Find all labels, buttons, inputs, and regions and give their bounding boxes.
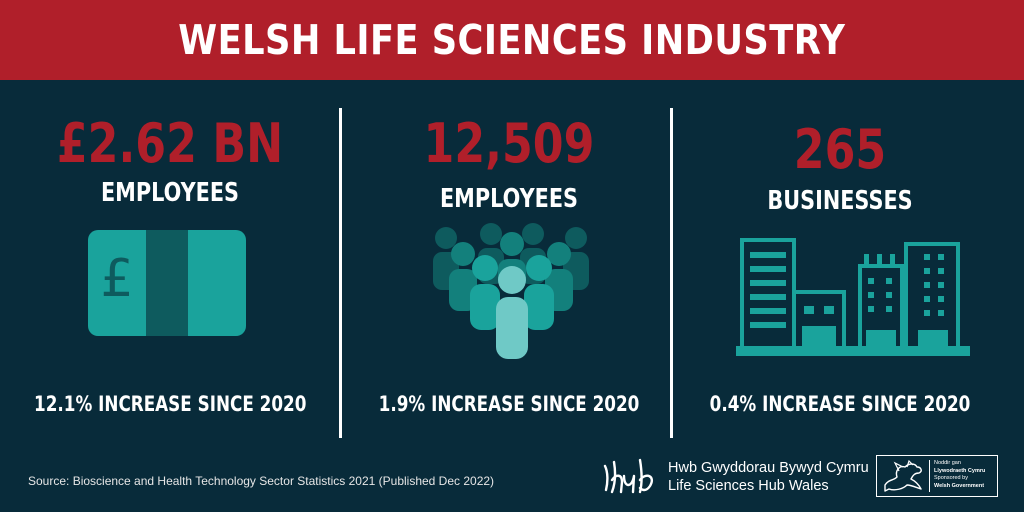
businesses-label: BUSINESSES xyxy=(767,186,913,216)
life-sciences-hub-logo xyxy=(603,458,654,494)
column-divider xyxy=(339,108,342,438)
businesses-value: 265 xyxy=(793,118,887,181)
turnover-label: EMPLOYEES xyxy=(100,178,240,208)
sponsor-english-prefix: Sponsored by xyxy=(934,475,968,481)
hub-name-english: Life Sciences Hub Wales xyxy=(668,478,829,494)
dragon-icon xyxy=(884,459,922,492)
sponsor-welsh-name: Llywodraeth Cymru xyxy=(934,467,986,474)
hub-name-welsh: Hwb Gwyddorau Bywyd Cymru xyxy=(668,460,869,476)
sponsor-english-name: Welsh Government xyxy=(934,482,985,489)
page-title: WELSH LIFE SCIENCES INDUSTRY xyxy=(178,16,846,64)
sponsor-welsh-prefix: Noddir gan xyxy=(934,460,961,466)
banknote-icon: £ xyxy=(88,230,246,336)
title-banner: WELSH LIFE SCIENCES INDUSTRY xyxy=(0,0,1024,80)
welsh-government-badge: Noddir gan Llywodraeth Cymru Sponsored b… xyxy=(876,455,998,497)
buildings-icon xyxy=(736,238,970,356)
hub-name: Hwb Gwyddorau Bywyd Cymru Life Sciences … xyxy=(668,459,869,495)
badge-separator xyxy=(929,460,930,492)
column-divider xyxy=(670,108,673,438)
turnover-value: £2.62 BN xyxy=(56,112,284,175)
people-group-icon xyxy=(433,223,589,359)
sponsor-text: Noddir gan Llywodraeth Cymru Sponsored b… xyxy=(934,460,985,490)
employees-value: 12,509 xyxy=(423,112,595,175)
businesses-increase: 0.4% INCREASE SINCE 2020 xyxy=(709,392,971,416)
source-note: Source: Bioscience and Health Technology… xyxy=(28,474,495,488)
employees-label: EMPLOYEES xyxy=(439,184,579,214)
svg-text:£: £ xyxy=(100,249,133,309)
employees-increase: 1.9% INCREASE SINCE 2020 xyxy=(378,392,640,416)
turnover-increase: 12.1% INCREASE SINCE 2020 xyxy=(34,392,307,416)
